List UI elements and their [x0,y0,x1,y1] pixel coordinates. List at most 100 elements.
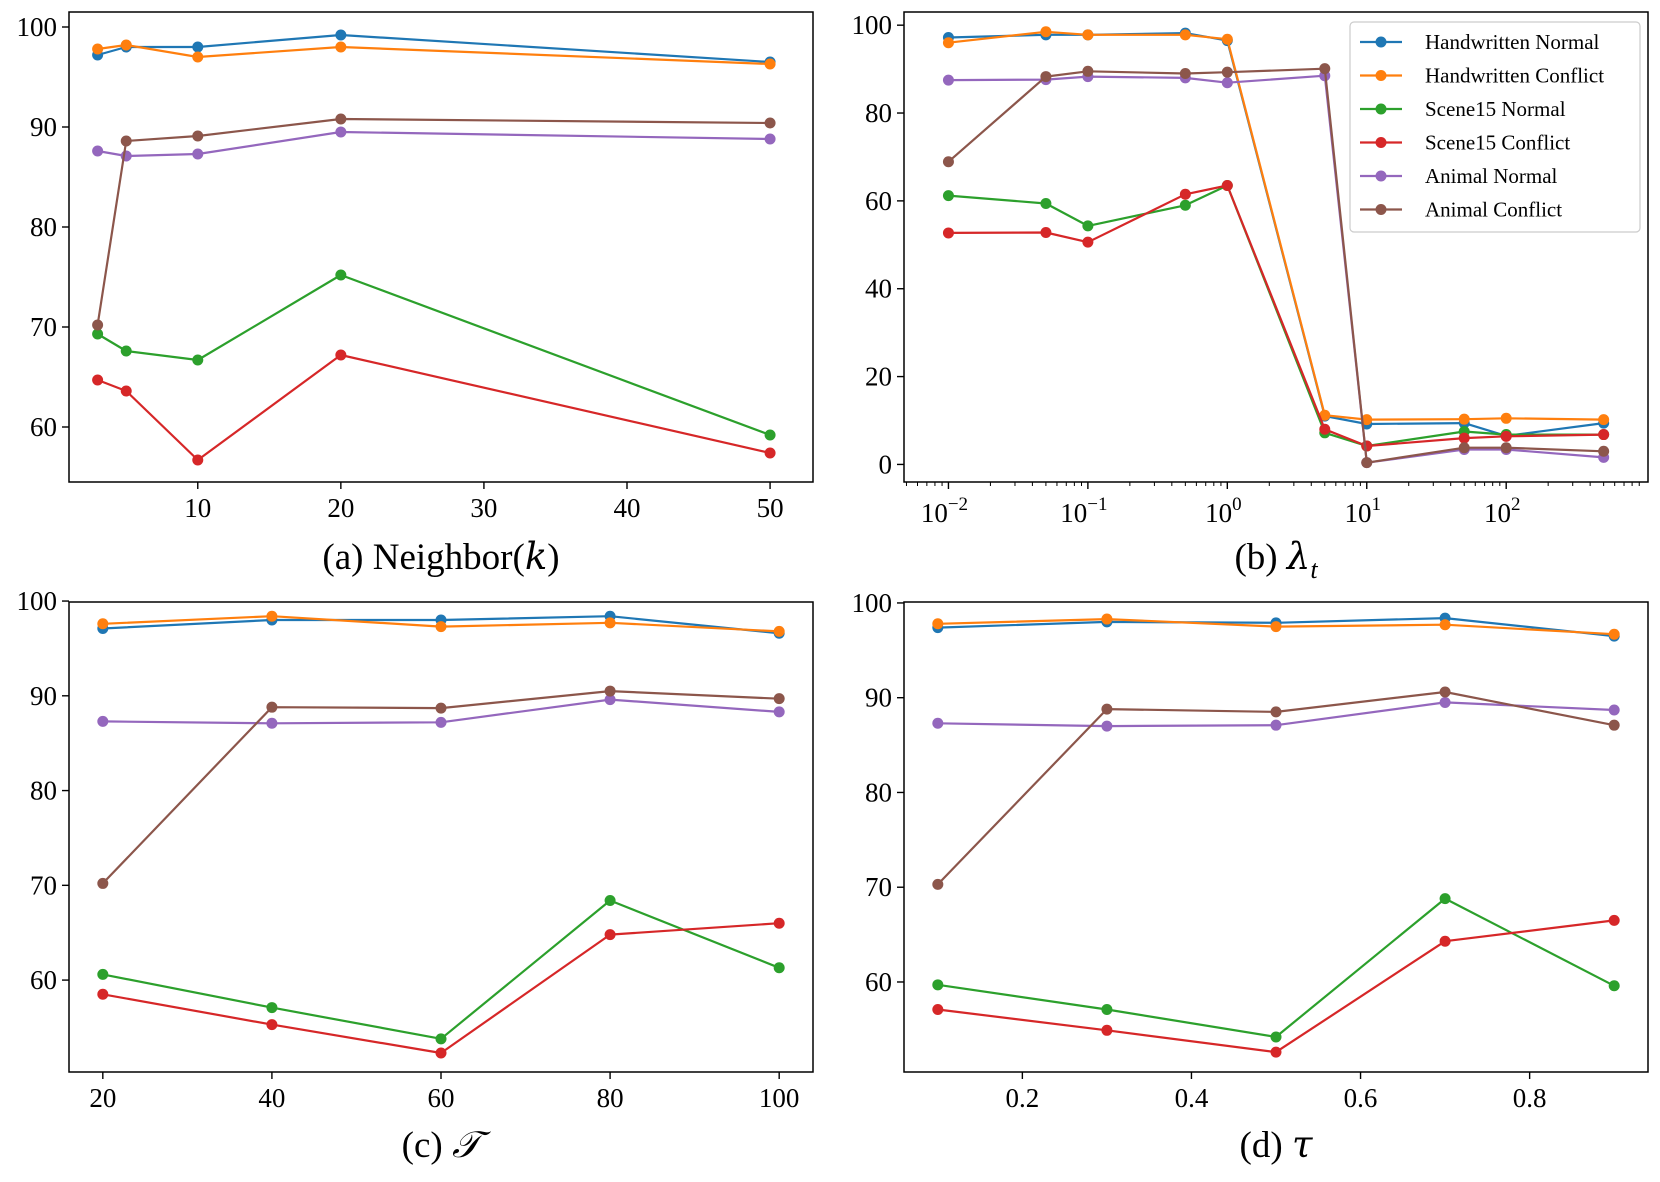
data-point [1082,29,1094,41]
panel-a: 60 70 80 90 100 10 20 30 40 50 (a) Neighbor(k) [17,11,814,578]
data-point [1608,704,1620,716]
data-point [1361,457,1373,469]
data-point [97,715,109,727]
data-point [942,190,954,202]
data-point [942,156,954,168]
data-point [435,621,447,633]
data-point [192,41,204,53]
legend-entry: Handwritten Normal [1360,30,1600,54]
legend-swatch-marker [1375,70,1387,81]
data-point [1040,71,1052,83]
series-scene15-normal [92,269,776,441]
series-scene15-normal [97,894,785,1045]
x-tick-label: 100 [1205,494,1242,528]
y-tick-label: 100 [852,10,893,40]
series-handwritten-conflict [942,26,1610,426]
caption-text: (b) [1234,537,1286,578]
series-handwritten-normal [92,29,776,68]
y-tick-label: 60 [865,967,892,997]
legend-entry: Animal Conflict [1360,198,1562,222]
data-point [1439,686,1451,698]
data-point [192,454,204,466]
data-point [1040,198,1052,210]
legend-label: Animal Normal [1425,164,1558,188]
data-point [604,694,616,706]
series-handwritten-conflict [97,610,785,637]
data-point [192,148,204,160]
data-point [266,610,278,622]
y-tick-label: 70 [30,870,57,900]
data-point [120,385,132,397]
x-tick-label: 10−1 [1060,494,1107,528]
legend-swatch-marker [1375,103,1387,115]
data-point [773,962,785,974]
x-tick-label: 0.2 [1005,1083,1039,1113]
data-point [192,130,204,142]
data-point [1598,445,1610,457]
series-line [937,897,1615,1039]
x-tick-label: 101 [1345,494,1382,528]
data-point [1270,621,1282,633]
data-point [266,1019,278,1031]
data-point [1598,414,1610,426]
y-tick-label: 80 [30,212,57,242]
data-point [1270,719,1282,731]
data-point [1458,432,1470,444]
series-animal-conflict [92,113,776,331]
data-point [942,74,954,86]
data-point [192,51,204,63]
x-tick-label: 20 [327,493,354,523]
x-tick-exponent: 0 [1232,494,1242,515]
y-tick-label: 100 [17,586,58,616]
data-point [604,929,616,941]
data-point [942,227,954,239]
data-point [1439,935,1451,947]
caption-text: (a) Neighbor( [322,537,524,578]
legend-label: Scene15 Conflict [1425,131,1570,155]
data-point [764,429,776,441]
data-point [335,29,347,41]
x-tick-label: 0.6 [1344,1083,1378,1113]
legend-swatch-marker [1375,137,1387,148]
data-point [1270,1046,1282,1058]
data-point [266,717,278,729]
y-tick-label: 60 [30,965,57,995]
data-point [604,617,616,629]
data-point [1101,1024,1113,1036]
data-point [1458,442,1470,454]
panel-d: 60 70 80 90 100 0.2 0.4 0.6 0.8 (d) τ [852,588,1649,1166]
data-point [92,328,104,340]
x-tick-label: 10 [184,493,211,523]
series-handwritten-conflict [932,613,1620,640]
x-tick-label: 10−2 [921,494,968,528]
data-point [764,133,776,145]
caption-variable: 𝒯 [452,1123,491,1166]
data-point [1221,33,1233,45]
axes-frame [903,601,1649,1073]
x-tick-base: 10 [921,498,948,528]
x-tick-label: 20 [89,1083,116,1113]
data-point [1608,980,1620,992]
data-point [932,979,944,991]
data-point [1319,63,1331,75]
legend: Handwritten Normal Handwritten Conflict Sc… [1349,21,1641,233]
data-point [1221,77,1233,89]
data-point [1221,180,1233,192]
data-point [335,41,347,53]
data-point [932,1003,944,1015]
data-point [1598,429,1610,441]
y-tick-label: 40 [865,274,892,304]
series-scene15-conflict [92,349,776,466]
data-point [435,702,447,714]
legend-entry: Animal Normal [1360,164,1558,188]
caption-subscript: t [1310,555,1318,584]
data-point [764,117,776,129]
data-point [1101,613,1113,625]
y-tick-label: 90 [30,681,57,711]
data-point [92,145,104,157]
legend-swatch-marker [1375,204,1387,215]
y-tick-label: 20 [865,362,892,392]
data-point [192,354,204,366]
data-point [773,917,785,929]
x-tick-label: 50 [757,493,784,523]
